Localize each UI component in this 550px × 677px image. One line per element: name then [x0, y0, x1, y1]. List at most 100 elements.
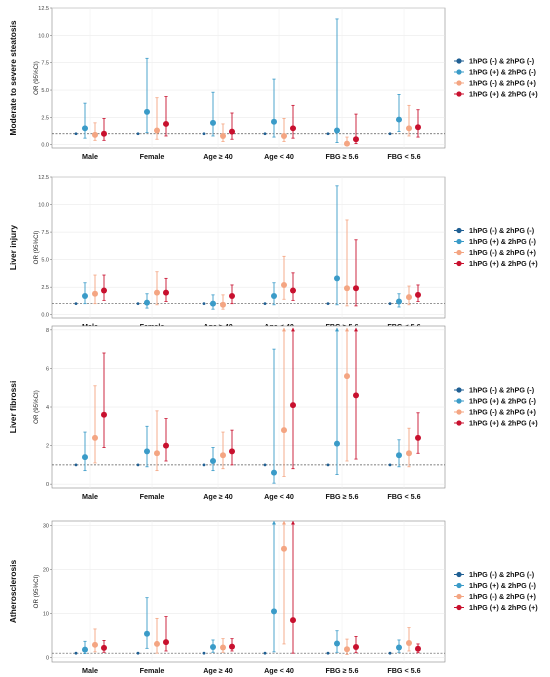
plot-area: [51, 7, 446, 149]
or-point: [136, 132, 140, 136]
y-tick-label: 30: [43, 523, 49, 529]
or-point: [326, 651, 330, 655]
or-point: [74, 302, 78, 306]
or-point: [353, 644, 359, 651]
legend-key-dot: [456, 420, 462, 426]
or-point: [396, 298, 402, 305]
x-category-label: Male: [82, 492, 98, 501]
legend-key-dot: [456, 260, 462, 267]
legend-key-dot: [456, 398, 462, 404]
y-axis-label: OR (95%CI): [33, 231, 40, 265]
legend-label: 1hPG (+) & 2hPG (+): [469, 419, 538, 428]
plot-area: [51, 176, 446, 319]
panel-title: Moderate to severe steatosis: [8, 20, 18, 135]
legend-label: 1hPG (+) & 2hPG (-): [469, 237, 536, 246]
or-point: [136, 302, 140, 306]
y-tick-label: 6: [46, 366, 49, 372]
y-tick-label: 12.5: [38, 175, 49, 181]
panel-title: Atherosclerosis: [8, 560, 18, 624]
y-axis-label: OR (95%CI): [33, 61, 40, 95]
or-point: [290, 125, 296, 132]
legend-label: 1hPG (+) & 2hPG (+): [469, 90, 538, 99]
or-point: [92, 641, 98, 648]
or-point: [326, 132, 330, 136]
legend: 1hPG (-) & 2hPG (-) 1hPG (+) & 2hPG (-) 1h…: [454, 226, 538, 268]
legend-label: 1hPG (+) & 2hPG (-): [469, 397, 536, 406]
x-category-label: FBG ≥ 5.6: [325, 666, 358, 675]
x-category-label: Female: [140, 492, 165, 501]
legend-key-dot: [456, 604, 462, 611]
or-point: [353, 285, 359, 292]
or-point: [202, 651, 206, 655]
or-point: [220, 132, 226, 139]
legend-key-dot: [456, 387, 462, 393]
legend-key-dot: [456, 582, 462, 589]
legend-label: 1hPG (+) & 2hPG (-): [469, 68, 536, 77]
or-point: [334, 275, 340, 282]
or-point: [415, 291, 421, 298]
ci-arrow-up: [282, 521, 286, 525]
or-point: [210, 458, 216, 464]
x-category-label: Age < 40: [264, 152, 294, 161]
or-point: [271, 292, 277, 299]
legend-key-dot: [456, 58, 462, 64]
or-point: [220, 644, 226, 651]
or-point: [101, 411, 107, 418]
legend-key-dot: [456, 227, 462, 234]
x-category-label: Age < 40: [264, 492, 294, 501]
or-point: [271, 469, 277, 476]
y-tick-label: 10: [43, 612, 49, 618]
or-point: [290, 287, 296, 294]
y-tick-label: 0.0: [41, 143, 49, 149]
or-point: [388, 651, 392, 655]
or-point: [229, 448, 235, 455]
or-point: [406, 640, 412, 647]
or-point: [220, 452, 226, 459]
or-point: [263, 651, 267, 655]
ci-arrow-up: [272, 521, 276, 525]
or-point: [220, 301, 226, 308]
or-point: [82, 454, 88, 461]
or-point: [388, 463, 392, 467]
or-point: [281, 545, 287, 552]
or-point: [74, 463, 78, 467]
y-tick-label: 10.0: [38, 203, 49, 209]
y-tick-label: 10.0: [38, 33, 49, 39]
ci-arrow-up: [345, 327, 349, 332]
or-point: [202, 463, 206, 467]
or-point: [406, 450, 412, 457]
or-point: [388, 302, 392, 306]
y-tick-label: 2.5: [41, 285, 49, 291]
ci-arrow-up: [354, 327, 358, 332]
ci-arrow-up: [291, 521, 295, 525]
or-point: [163, 120, 169, 127]
x-category-label: Age < 40: [264, 666, 294, 675]
or-point: [229, 643, 235, 650]
or-point: [229, 292, 235, 299]
or-point: [144, 630, 150, 637]
or-point: [415, 434, 421, 441]
or-point: [210, 119, 216, 126]
or-point: [92, 290, 98, 297]
or-point: [344, 285, 350, 292]
or-point: [334, 440, 340, 447]
or-point: [144, 299, 150, 306]
ci-arrow-up: [282, 327, 286, 332]
or-point: [396, 116, 402, 123]
legend: 1hPG (-) & 2hPG (-) 1hPG (+) & 2hPG (-) 1h…: [454, 386, 538, 428]
panel-3: 0 2 4 6 8 Male Female Age ≥ 40 Age < 40 FBG ≥ 5.6…: [8, 325, 538, 501]
or-point: [163, 442, 169, 449]
or-point: [334, 640, 340, 647]
y-tick-label: 12.5: [38, 6, 49, 12]
y-tick-label: 5.0: [41, 88, 49, 94]
or-point: [281, 281, 287, 288]
or-point: [281, 132, 287, 139]
legend-key-dot: [456, 409, 462, 415]
or-point: [271, 608, 277, 615]
or-point: [326, 463, 330, 467]
ci-arrow-up: [291, 327, 295, 332]
legend-label: 1hPG (-) & 2hPG (+): [469, 592, 536, 601]
x-category-label: Age ≥ 40: [203, 666, 233, 675]
legend-key-dot: [456, 249, 462, 256]
or-point: [101, 644, 107, 651]
